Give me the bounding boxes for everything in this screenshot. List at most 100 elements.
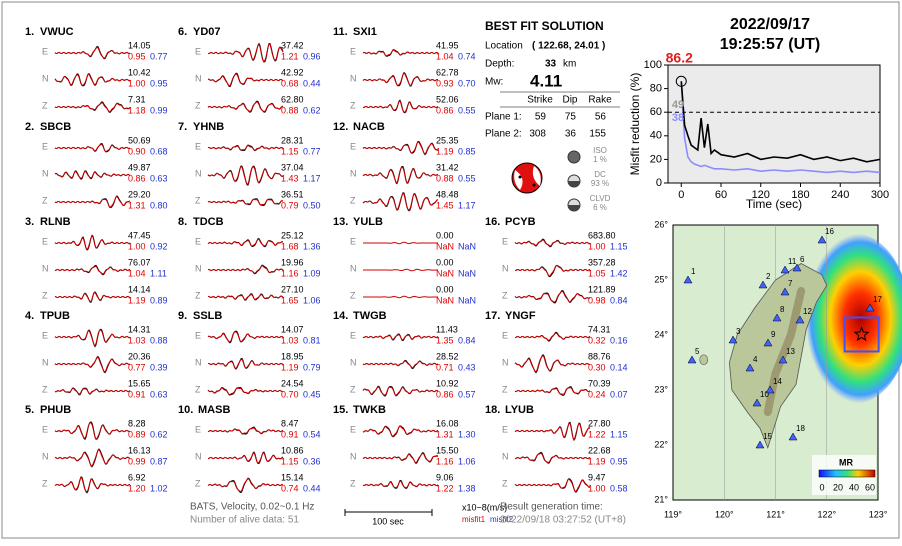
misfit2: 1.09 (303, 268, 321, 278)
misfit2: NaN (458, 268, 476, 278)
station-marker (778, 355, 788, 364)
plane-value: 36 (565, 129, 577, 140)
synthetic-waveform (54, 265, 131, 275)
synthetic-waveform (207, 478, 283, 492)
component-label: N (42, 168, 49, 178)
component-name: DC (594, 170, 606, 179)
misfit1: 1.68 (281, 241, 299, 251)
component-label: Z (42, 384, 48, 394)
component-percent: 6 % (593, 203, 607, 212)
synthetic-waveform (514, 387, 591, 395)
location-label: Location (485, 41, 523, 52)
component-label: Z (195, 384, 201, 394)
x-tick-label: 120 (752, 189, 770, 201)
station-number: 18. (485, 404, 500, 416)
misfit2: 1.11 (150, 268, 167, 278)
amplitude: 25.35 (436, 135, 459, 145)
station-number: 9. (178, 310, 187, 322)
plane-value: 75 (565, 112, 577, 123)
station-marker (788, 432, 798, 441)
station-name: TDCB (193, 216, 224, 228)
misfit2: 1.15 (610, 429, 628, 439)
station-number: 3. (25, 216, 34, 228)
misfit1: NaN (436, 295, 454, 305)
station-map-label: 6 (800, 255, 805, 264)
component-label: E (42, 424, 48, 434)
synthetic-waveform (207, 165, 284, 185)
y-tick-label: 80 (650, 83, 662, 95)
misfit2: 0.74 (458, 51, 476, 61)
synthetic-waveform (207, 43, 284, 63)
component-name: CLVD (590, 194, 611, 203)
amplitude: 27.80 (588, 418, 611, 428)
station-map-label: 14 (773, 377, 782, 386)
amplitude: 7.31 (128, 94, 146, 104)
component-label: E (42, 141, 48, 151)
synthetic-waveform (208, 358, 284, 369)
misfit2: 0.62 (150, 429, 168, 439)
misfit2: 0.68 (150, 146, 168, 156)
amplitude: 41.95 (436, 40, 459, 50)
misfit1: 1.03 (281, 335, 299, 345)
misfit1: 0.91 (128, 389, 146, 399)
component-label: N (195, 73, 202, 83)
component-label: E (502, 236, 508, 246)
component-label: N (502, 263, 509, 273)
beachball-nodal (514, 166, 541, 190)
amplitude: 9.06 (436, 472, 454, 482)
misfit2: 0.63 (150, 389, 168, 399)
misfit1: 1.04 (128, 268, 146, 278)
event-time: 19:25:57 (UT) (720, 36, 820, 53)
synthetic-waveform (54, 476, 131, 493)
amplitude: 48.48 (436, 189, 459, 199)
misfit1: 0.74 (281, 483, 299, 493)
component-label: N (502, 357, 509, 367)
mw-label: Mw: (485, 77, 503, 88)
misfit2: 0.88 (150, 335, 168, 345)
component-label: Z (42, 100, 48, 110)
synthetic-waveform (362, 334, 439, 341)
component-label: N (195, 168, 202, 178)
misfit1: 0.95 (128, 51, 146, 61)
station-map-label: 12 (803, 307, 812, 316)
epicenter (853, 326, 870, 342)
lat-label: 21° (654, 494, 668, 504)
component-label: E (195, 424, 201, 434)
misfit2: 0.36 (303, 456, 321, 466)
component-label: Z (350, 478, 356, 488)
misfit2: 0.89 (150, 295, 168, 305)
component-ball (567, 150, 581, 164)
beachball-point (518, 175, 522, 179)
synthetic-waveform (362, 49, 439, 57)
misfit2: 1.15 (610, 241, 628, 251)
misfit2: 0.54 (303, 429, 321, 439)
station-number: 17. (485, 310, 500, 322)
station-marker (755, 440, 765, 449)
y-tick-label: 60 (650, 106, 662, 118)
station-name: YNGF (505, 310, 536, 322)
colorbar-tick: 20 (833, 482, 843, 492)
misfit2: 0.44 (303, 78, 321, 88)
component-label: N (42, 263, 49, 273)
amplitude: 15.50 (436, 445, 459, 455)
station-map-label: 1 (691, 267, 696, 276)
station-marker (795, 315, 805, 324)
misfit2: 0.80 (150, 200, 168, 210)
component-label: N (195, 357, 202, 367)
station-name: YULB (353, 216, 383, 228)
misfit1: 0.99 (128, 456, 146, 466)
misfit1: 1.22 (588, 429, 606, 439)
synthetic-waveform (207, 387, 284, 396)
station-name: SBCB (40, 121, 71, 133)
lon-label: 123° (869, 509, 888, 519)
station-marker (792, 263, 802, 272)
plane-label: Plane 1: (485, 112, 522, 123)
misfit1: 1.31 (436, 429, 454, 439)
misfit2: 0.96 (303, 51, 321, 61)
synthetic-waveform (207, 427, 284, 434)
synthetic-waveform (514, 332, 591, 341)
station-number: 10. (178, 404, 193, 416)
misfit1: 0.88 (436, 173, 454, 183)
station-number: 5. (25, 404, 34, 416)
misfit1: 1.19 (588, 456, 606, 466)
